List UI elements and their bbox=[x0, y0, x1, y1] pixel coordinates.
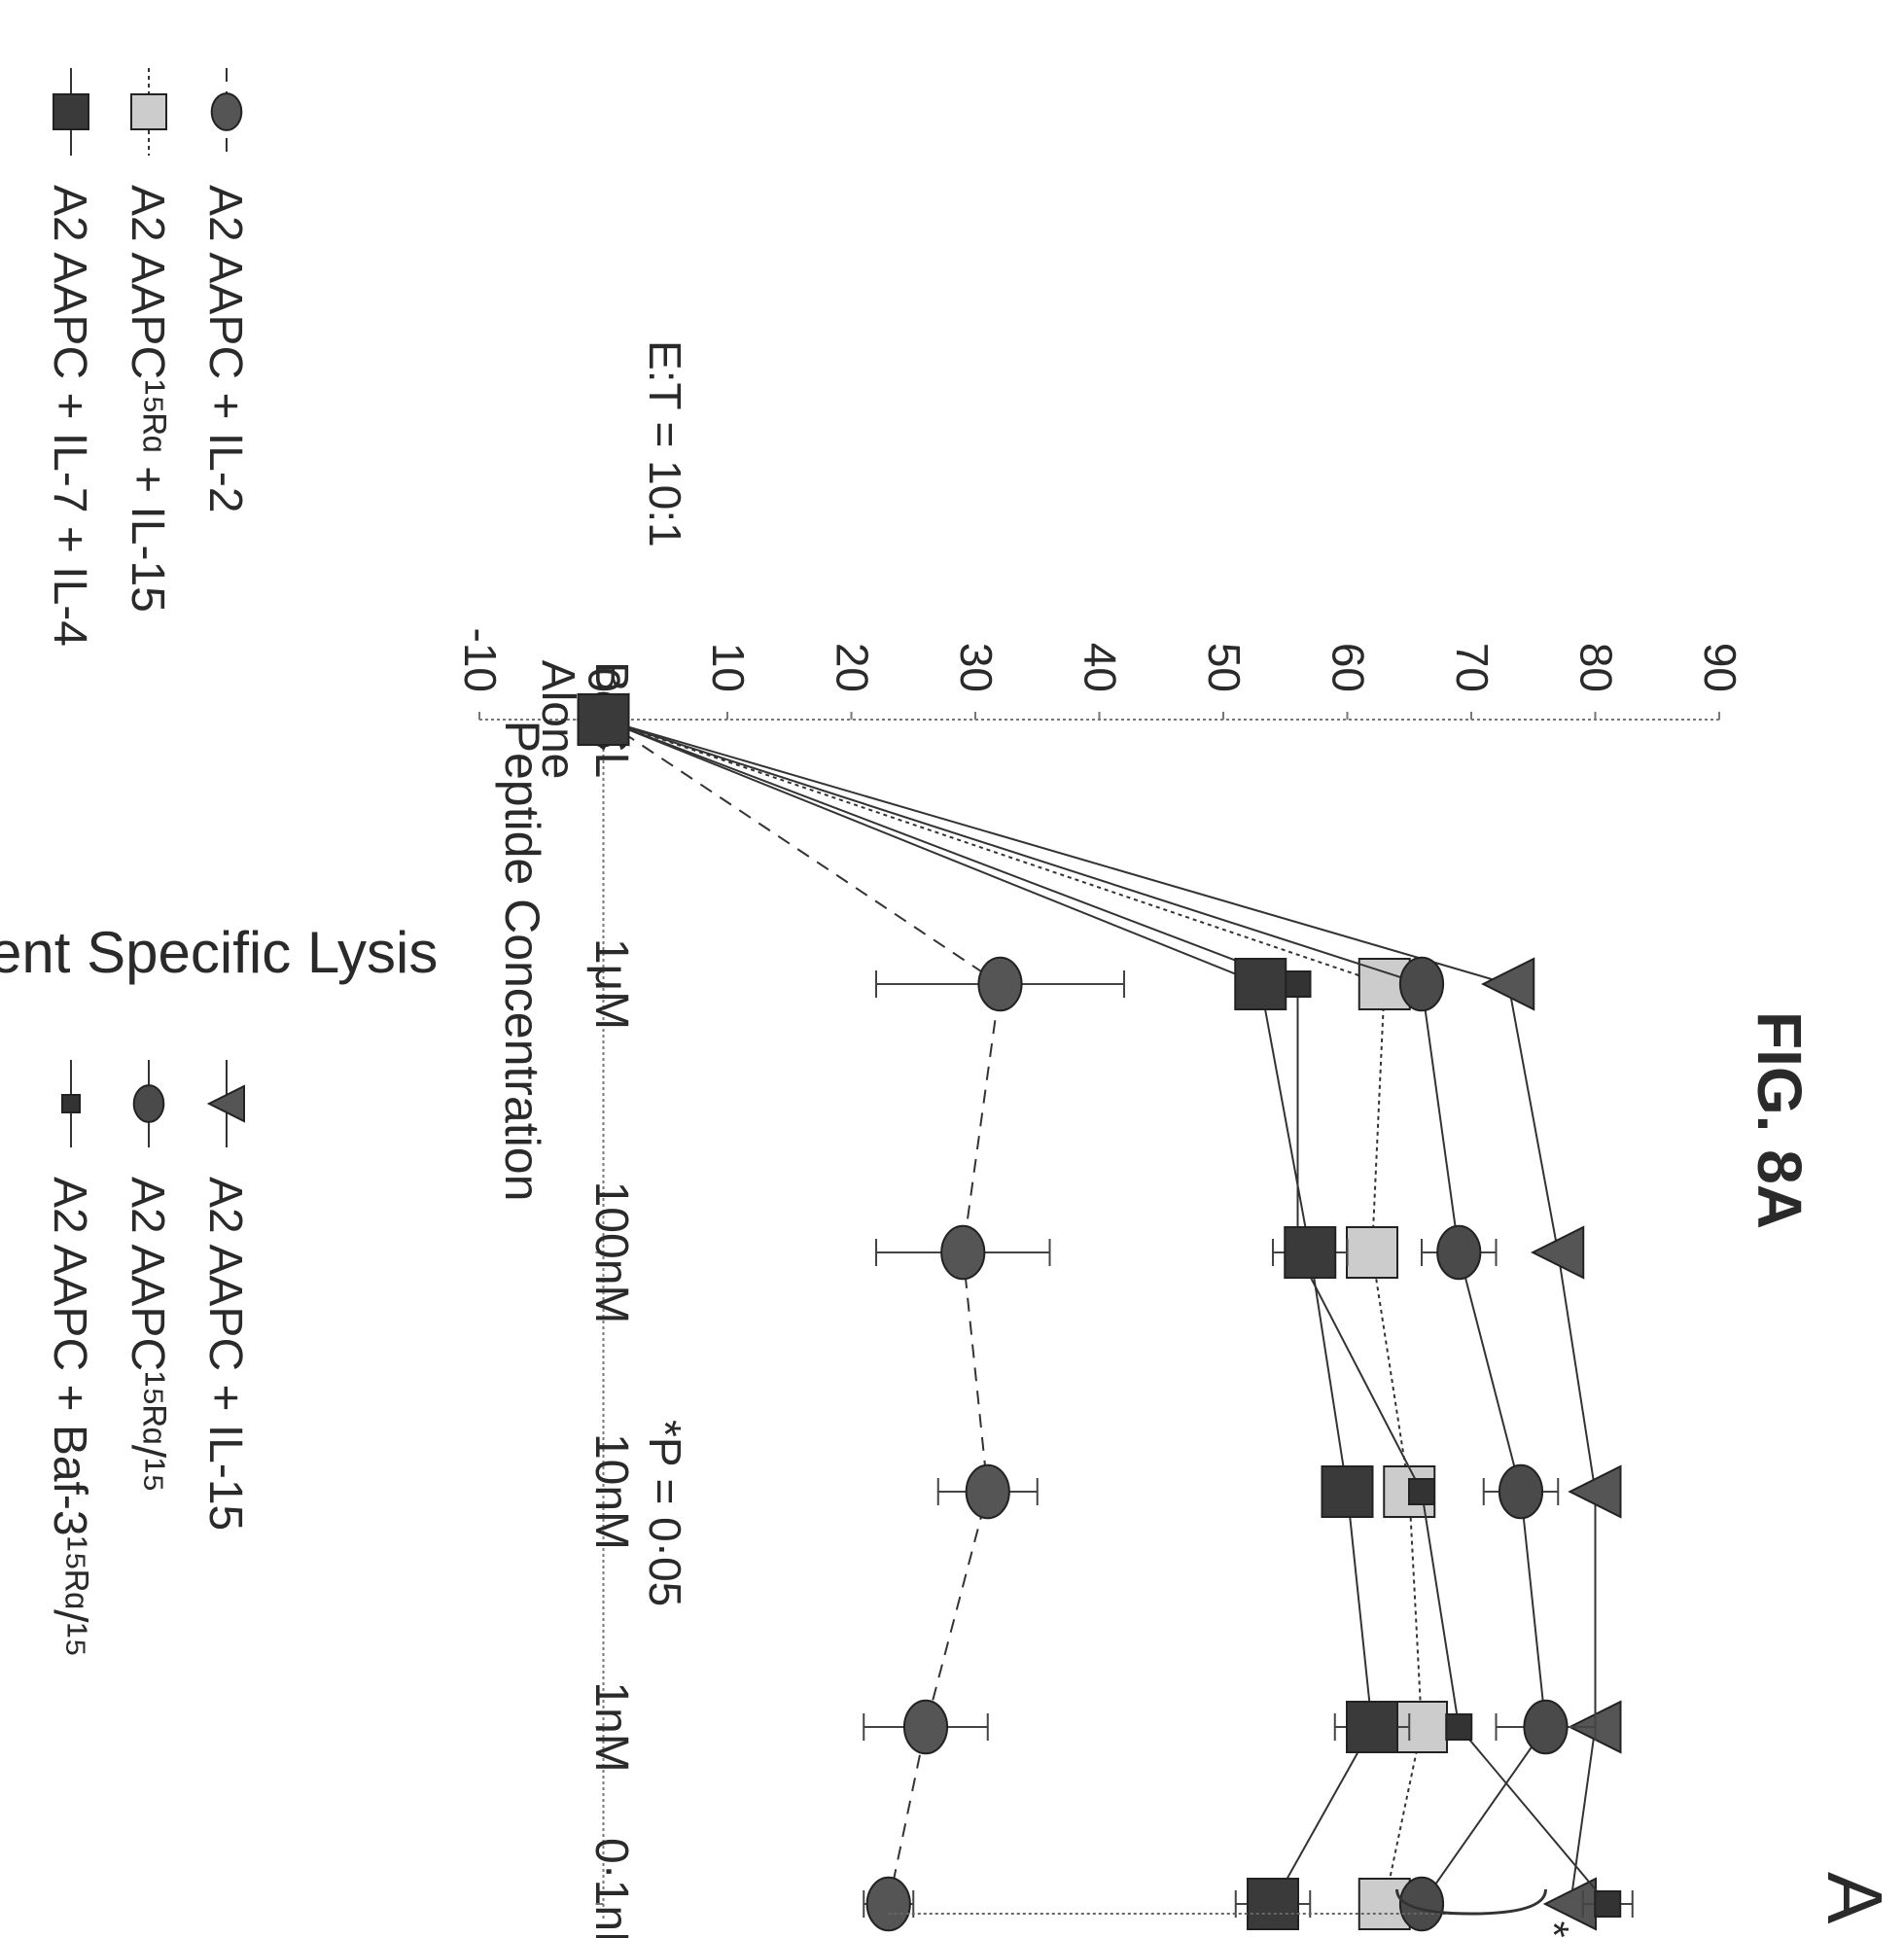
data-point-circle bbox=[1523, 1699, 1569, 1755]
data-point-circle bbox=[902, 1699, 949, 1755]
legend-item-3: A2 AAPC¹⁵ᴿᵅ + IL-15 bbox=[122, 68, 173, 613]
data-point-circle bbox=[1398, 1876, 1445, 1932]
y-tick-label: 10 bbox=[703, 643, 754, 692]
data-point-square bbox=[53, 93, 89, 130]
data-point-circle bbox=[977, 956, 1023, 1012]
series-layer bbox=[576, 691, 1634, 1932]
x-tick-label: 100nM bbox=[585, 1181, 637, 1324]
data-point-triangle bbox=[1531, 1225, 1585, 1280]
legend: A2 AAPC + IL-2 A2 AAPC¹⁵ᴿᵅ + IL-15 A2 AAPC… bbox=[44, 68, 251, 1657]
y-tick-label: 20 bbox=[828, 643, 878, 692]
x-tick-label: Alone bbox=[532, 660, 583, 780]
y-axis-title: Percent Specific Lysis bbox=[0, 920, 438, 985]
legend-label: A2 AAPC + IL-15 bbox=[199, 1177, 251, 1531]
x-tick-label: 10nM bbox=[585, 1433, 637, 1550]
x-axis-title: Peptide Concentration bbox=[495, 721, 549, 1202]
y-tick-label: 80 bbox=[1571, 643, 1622, 692]
y-tick-label: 50 bbox=[1199, 643, 1250, 692]
significance-star: * bbox=[1530, 1920, 1577, 1937]
y-tick-label: 30 bbox=[951, 643, 1002, 692]
legend-label: A2 AAPC¹⁵ᴿᵅ + IL-15 bbox=[122, 185, 173, 613]
y-tick-label: 70 bbox=[1447, 643, 1498, 692]
data-point-circle bbox=[1398, 956, 1445, 1012]
x-tick-label: 0·1nM bbox=[585, 1838, 637, 1938]
legend-label: A2 AAPC¹⁵ᴿᵅ/¹⁵ bbox=[122, 1177, 173, 1493]
y-tick-label: 60 bbox=[1323, 643, 1374, 692]
y-tick-label: -10 bbox=[455, 628, 506, 692]
data-point-circle bbox=[210, 92, 243, 131]
series-line bbox=[603, 719, 1609, 1905]
y-tick-label: 40 bbox=[1075, 643, 1126, 692]
data-point-square bbox=[1594, 1890, 1622, 1918]
legend-item-4: A2 AAPC¹⁵ᴿᵅ/¹⁵ bbox=[122, 1060, 173, 1493]
data-point-circle bbox=[940, 1224, 986, 1281]
x-tick-label: 1nM bbox=[585, 1681, 637, 1772]
data-point-square bbox=[61, 1094, 81, 1113]
data-point-square bbox=[1321, 1465, 1374, 1518]
data-point-circle bbox=[132, 1084, 165, 1123]
data-point-square bbox=[1346, 1701, 1398, 1753]
series-1 bbox=[581, 691, 1125, 1932]
series-line bbox=[603, 719, 1374, 1905]
data-point-triangle bbox=[1481, 957, 1535, 1011]
series-line bbox=[603, 719, 1597, 1905]
legend-label: A2 AAPC + IL-2 bbox=[199, 185, 251, 513]
data-point-triangle bbox=[1568, 1464, 1622, 1519]
significance-note: *P = 0·05 bbox=[640, 1420, 690, 1606]
series-line bbox=[603, 719, 1424, 1905]
curly-brace bbox=[1395, 1888, 1547, 1916]
x-tick-label: 1μM bbox=[585, 938, 637, 1030]
data-point-square bbox=[1234, 958, 1287, 1010]
series-line bbox=[602, 719, 1002, 1905]
data-point-square bbox=[1346, 1226, 1398, 1279]
data-point-square bbox=[130, 93, 167, 130]
y-tick-label: 90 bbox=[1695, 643, 1745, 692]
data-point-circle bbox=[865, 1876, 911, 1932]
data-point-square bbox=[577, 693, 630, 746]
et-ratio-annotation: E:T = 10:1 bbox=[640, 340, 690, 547]
legend-item-2: A2 AAPC + IL-15 bbox=[199, 1060, 251, 1531]
data-point-square bbox=[1284, 1226, 1337, 1279]
data-point-square bbox=[1445, 1713, 1473, 1741]
significance-bracket bbox=[888, 1888, 1547, 1916]
series-5 bbox=[589, 706, 1634, 1918]
figure-label: FIG. 8A bbox=[1745, 1011, 1815, 1229]
series-3 bbox=[577, 693, 1448, 1930]
data-point-circle bbox=[1436, 1224, 1482, 1281]
series-line bbox=[603, 719, 1547, 1905]
legend-item-5: A2 AAPC + Baf-3¹⁵ᴿᵅ/¹⁵ bbox=[44, 1060, 95, 1657]
data-point-square bbox=[1247, 1878, 1299, 1930]
data-point-triangle bbox=[206, 1084, 245, 1123]
series-6 bbox=[577, 693, 1411, 1930]
y-tick-label: 0 bbox=[580, 667, 630, 692]
legend-item-6: A2 AAPC + IL-7 + IL-4 bbox=[44, 68, 95, 647]
legend-label: A2 AAPC + Baf-3¹⁵ᴿᵅ/¹⁵ bbox=[44, 1177, 95, 1657]
data-point-square bbox=[1284, 970, 1312, 998]
data-point-square bbox=[1408, 1478, 1435, 1505]
panel-label: A bbox=[1812, 1872, 1898, 1924]
data-point-circle bbox=[965, 1463, 1010, 1520]
legend-label: A2 AAPC + IL-7 + IL-4 bbox=[44, 185, 95, 647]
data-point-circle bbox=[1498, 1463, 1544, 1520]
legend-item-1: A2 AAPC + IL-2 bbox=[199, 68, 251, 513]
